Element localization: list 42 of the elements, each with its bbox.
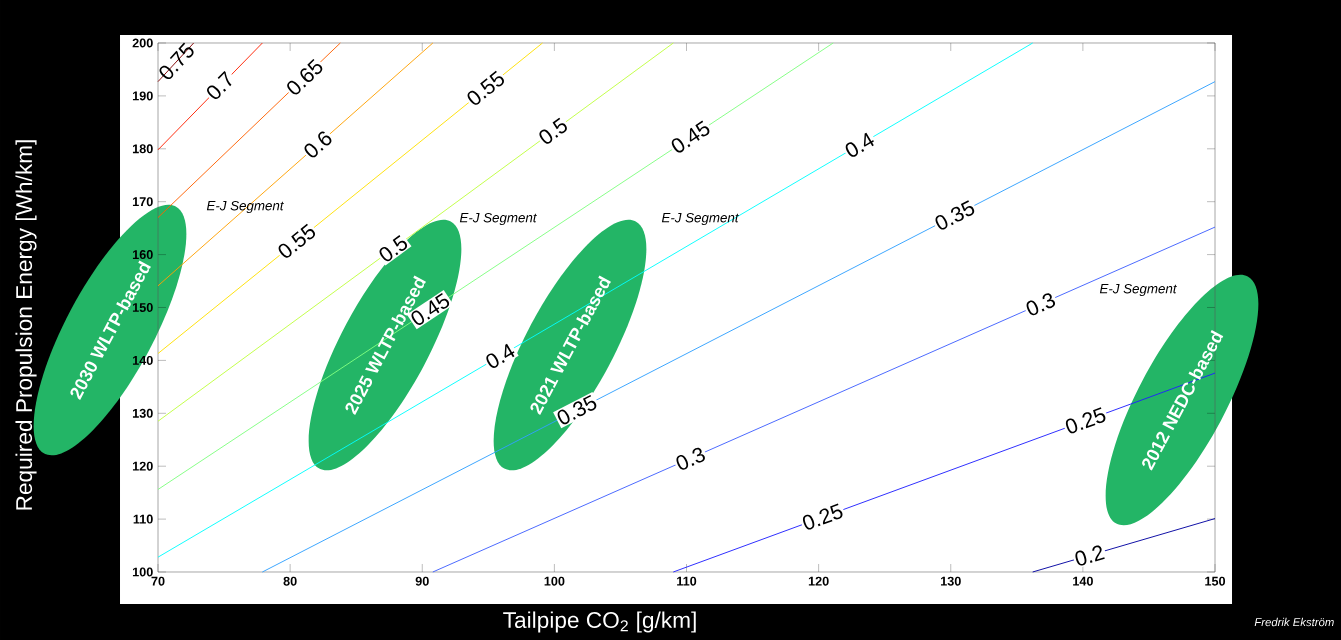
annotation: 0.25 [1065,407,1106,434]
x-tick-label: 100 [544,576,565,586]
annotation: 0.65 [287,58,323,95]
x-tick-label: 120 [808,576,829,586]
annotation: E-J Segment [1099,283,1177,297]
y-axis-title: Required Propulsion Energy [Wh/km] [15,140,37,510]
x-tick-label: 70 [151,576,165,586]
annotation: 0.3 [1026,293,1056,316]
x-tick-label: 130 [940,576,961,586]
y-tick-label: 160 [132,250,153,260]
y-tick-label: 110 [133,514,153,524]
y-tick-label: 180 [132,144,153,154]
annotation: 0.4 [845,132,874,157]
x-tick-label: 90 [415,576,429,586]
y-tick-label: 100 [132,567,153,577]
annotation: 0.25 [802,503,843,530]
annotation: 0.75 [159,42,194,80]
y-tick-label: 190 [132,91,153,101]
annotation: 0.45 [671,120,710,153]
annotation: 0.5 [379,235,408,262]
annotation: E-J Segment [206,200,284,214]
annotation: 0.7 [207,70,232,99]
annotation: 0.6 [304,131,332,158]
y-tick-label: 120 [132,461,153,471]
x-tick-label: 150 [1205,576,1226,586]
text: Fredrik Ekström [1254,617,1334,627]
y-tick-label: 130 [132,408,153,418]
annotation: 0.4 [486,343,515,368]
annotation: 0.3 [676,447,705,470]
annotation: 0.5 [539,117,567,144]
annotation: 0.2 [1075,545,1105,566]
x-tick-label: 140 [1073,576,1093,586]
y-tick-label: 200 [132,38,153,48]
y-tick-label: 170 [132,197,153,207]
x-tick-label: 110 [677,576,697,586]
annotation: 0.55 [467,70,504,105]
annotation: 0.35 [935,200,975,230]
annotation: E-J Segment [459,212,537,226]
x-axis-title: Tailpipe CO$_{2}$ [g/km] [503,611,696,633]
annotation: 0.55 [278,223,316,258]
x-tick-label: 80 [283,576,297,586]
annotation: 0.35 [557,394,597,425]
